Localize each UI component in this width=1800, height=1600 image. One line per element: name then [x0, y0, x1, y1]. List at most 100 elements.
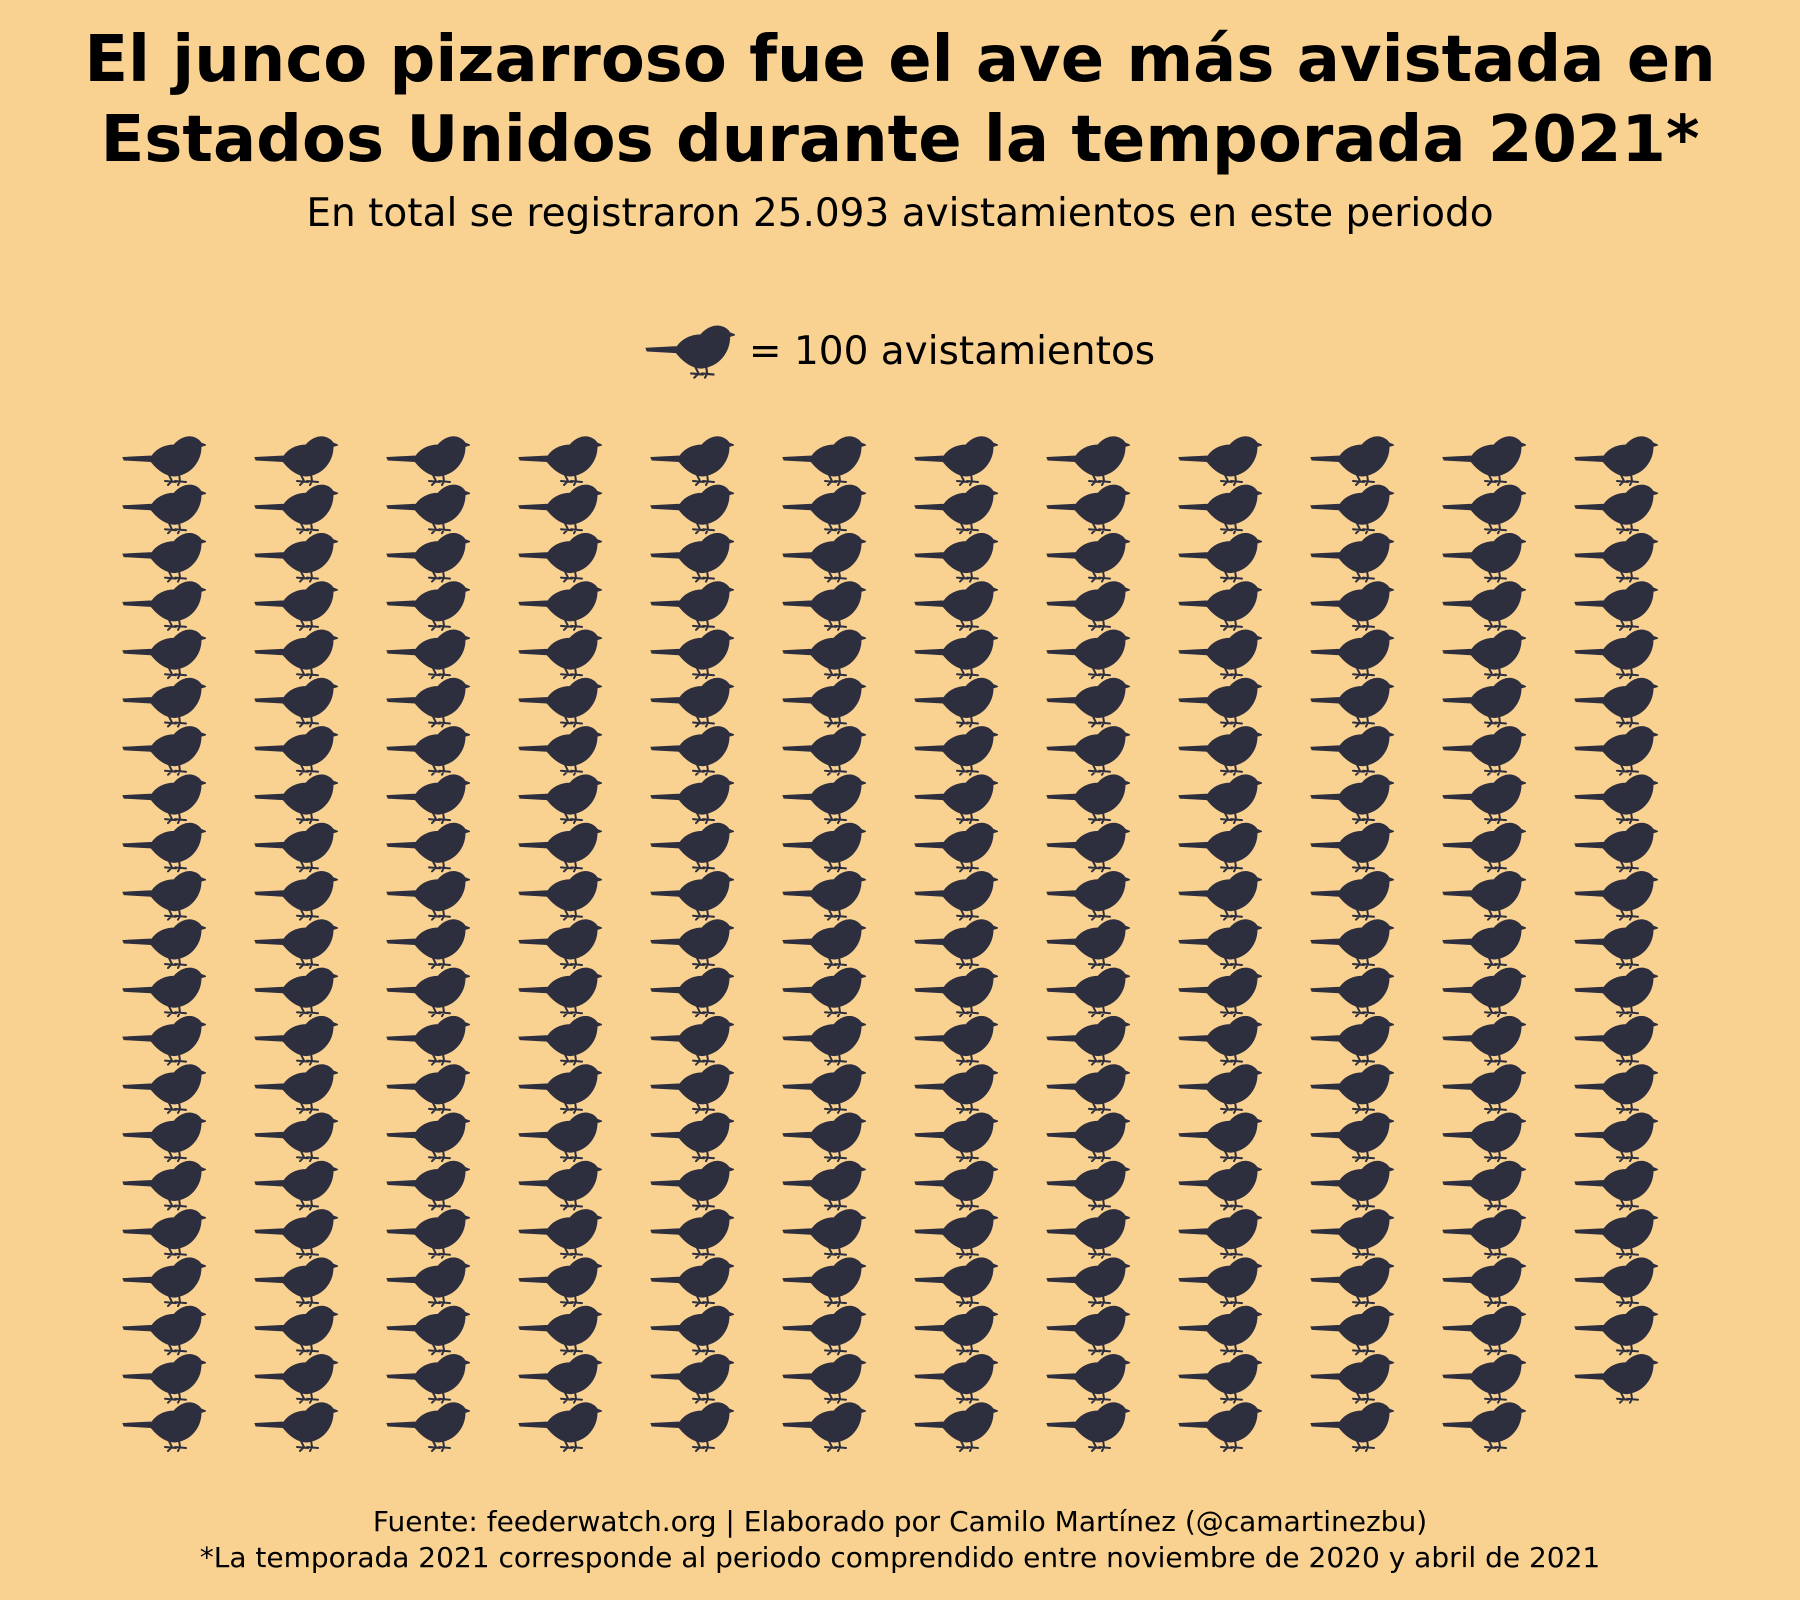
bird-icon [1442, 436, 1526, 486]
bird-icon [1178, 580, 1262, 631]
bird-icon [1046, 725, 1130, 776]
bird-icon [518, 1402, 602, 1452]
bird-icon [1574, 1353, 1658, 1404]
bird-icon [782, 1208, 866, 1259]
bird-icon [254, 1305, 338, 1356]
bird-icon [914, 484, 998, 535]
bird-icon [122, 919, 206, 969]
bird-icon [914, 580, 998, 631]
bird-icon [386, 580, 470, 631]
bird-icon [1574, 677, 1658, 728]
bird-icon [1310, 677, 1394, 728]
bird-icon [650, 1257, 734, 1308]
bird-icon [1178, 1063, 1262, 1114]
bird-icon [1046, 967, 1130, 1018]
bird-icon [254, 919, 338, 969]
bird-icon [386, 677, 470, 728]
bird-icon [1046, 1353, 1130, 1404]
legend-label: = 100 avistamientos [748, 329, 1156, 374]
bird-icon [518, 532, 602, 583]
bird-icon [1442, 822, 1526, 873]
bird-icon [254, 580, 338, 631]
bird-icon [782, 967, 866, 1018]
bird-icon [518, 1305, 602, 1356]
bird-icon [1442, 1160, 1526, 1211]
bird-icon [1310, 1063, 1394, 1114]
bird-icon [518, 725, 602, 776]
bird-icon [1178, 1402, 1262, 1452]
bird-icon [650, 967, 734, 1018]
chart-title-line-2: Estados Unidos durante la temporada 2021… [100, 103, 1700, 177]
bird-icon [650, 436, 734, 486]
bird-icon [518, 822, 602, 873]
bird-icon [650, 1160, 734, 1211]
bird-icon [518, 1063, 602, 1114]
bird-icon [254, 1257, 338, 1308]
bird-icon [122, 1015, 206, 1066]
bird-icon [1442, 1402, 1526, 1452]
bird-icon [1310, 774, 1394, 825]
bird-icon [650, 484, 734, 535]
bird-icon [1574, 629, 1658, 680]
bird-icon [782, 1353, 866, 1404]
bird-icon [122, 1160, 206, 1211]
bird-icon [914, 1305, 998, 1356]
bird-icon [1178, 725, 1262, 776]
bird-icon [1574, 967, 1658, 1018]
bird-icon [1046, 1305, 1130, 1356]
bird-icon [1310, 532, 1394, 583]
bird-icon [914, 1208, 998, 1259]
bird-icon [518, 484, 602, 535]
bird-icon [122, 580, 206, 631]
bird-icon [1178, 1353, 1262, 1404]
bird-icon [122, 725, 206, 776]
bird-icon [254, 677, 338, 728]
bird-icon [650, 725, 734, 776]
bird-icon [650, 1208, 734, 1259]
bird-icon [518, 1257, 602, 1308]
bird-icon [1046, 774, 1130, 825]
bird-icon [254, 967, 338, 1018]
bird-icon [1574, 484, 1658, 535]
bird-icon [1310, 436, 1394, 486]
bird-icon [386, 967, 470, 1018]
bird-icon [254, 822, 338, 873]
chart-title: El junco pizarroso fue el ave más avista… [0, 20, 1800, 180]
bird-icon [386, 484, 470, 535]
bird-icon [1178, 532, 1262, 583]
source-note: Fuente: feederwatch.org | Elaborado por … [372, 1505, 1428, 1538]
bird-icon [518, 774, 602, 825]
bird-icon [650, 919, 734, 969]
bird-icon [518, 870, 602, 921]
bird-icon [1178, 484, 1262, 535]
bird-icon [122, 822, 206, 873]
bird-icon [782, 532, 866, 583]
bird-icon [254, 1112, 338, 1163]
bird-icon [650, 1015, 734, 1066]
bird-icon [1178, 1305, 1262, 1356]
bird-icon [1442, 677, 1526, 728]
bird-icon [254, 774, 338, 825]
bird-icon [386, 629, 470, 680]
bird-icon [914, 870, 998, 921]
bird-icon [254, 1015, 338, 1066]
bird-icon [782, 774, 866, 825]
bird-icon [254, 725, 338, 776]
season-footnote: *La temporada 2021 corresponde al period… [199, 1541, 1601, 1574]
bird-icon [1310, 870, 1394, 921]
bird-icon [1442, 919, 1526, 969]
bird-icon [914, 629, 998, 680]
bird-icon [1310, 1015, 1394, 1066]
bird-icon [650, 1305, 734, 1356]
bird-icon [650, 774, 734, 825]
bird-icon [518, 1160, 602, 1211]
bird-icon [1442, 1353, 1526, 1404]
bird-icon [914, 1015, 998, 1066]
bird-icon [254, 484, 338, 535]
bird-icon [782, 1015, 866, 1066]
bird-icon [1046, 1063, 1130, 1114]
bird-icon [386, 1015, 470, 1066]
bird-icon [122, 1402, 206, 1452]
bird-icon [1574, 436, 1658, 486]
bird-icon [386, 1112, 470, 1163]
